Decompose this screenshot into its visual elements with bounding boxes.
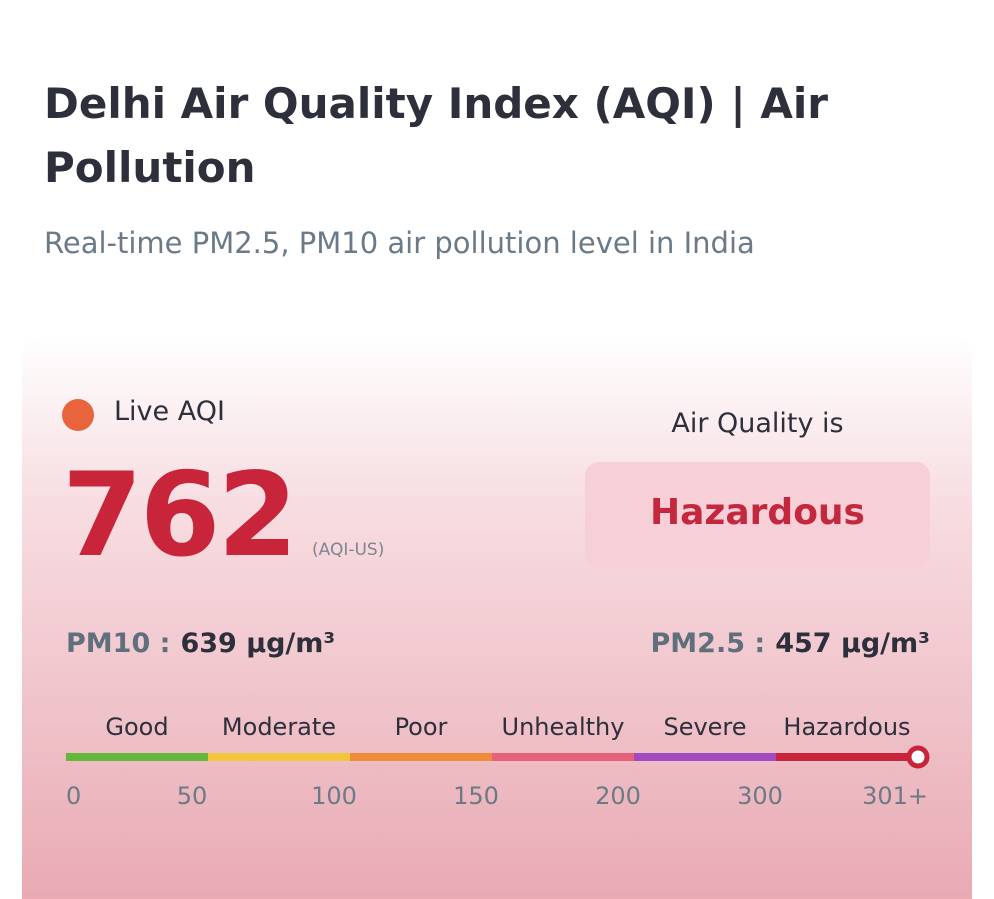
live-label: Live AQI: [114, 396, 225, 427]
level-label: Unhealthy: [502, 713, 625, 741]
aqi-scale: Good Moderate Poor Unhealthy Severe Hazardous…: [66, 713, 930, 810]
tick-label: 0: [66, 782, 81, 810]
tick-label: 100: [311, 782, 357, 810]
level-label: Moderate: [222, 713, 336, 741]
level-label: Poor: [395, 713, 448, 741]
aqi-card: [22, 335, 972, 899]
page-subtitle: Real-time PM2.5, PM10 air pollution leve…: [44, 226, 755, 260]
page-title: Delhi Air Quality Index (AQI) | Air Poll…: [44, 79, 828, 192]
pm10-label: PM10 :: [66, 628, 171, 659]
level-label: Severe: [663, 713, 746, 741]
pm25-label: PM2.5 :: [650, 628, 766, 659]
tick-label: 300: [737, 782, 783, 810]
pm25-value: 457: [775, 628, 832, 659]
pm10-value: 639: [180, 628, 237, 659]
pm25: PM2.5 : 457 µg/m³: [651, 628, 930, 659]
pm10: PM10 : 639 µg/m³: [66, 628, 335, 659]
live-dot: [62, 399, 94, 431]
level-label: Good: [105, 713, 168, 741]
status-box: [585, 462, 930, 568]
level-label: Hazardous: [783, 713, 910, 741]
tick-label: 200: [595, 782, 641, 810]
status: Hazardous: [650, 492, 865, 533]
pm25-unit: µg/m³: [840, 628, 930, 659]
aqi-value: 762: [62, 448, 298, 583]
aqi-unit: (AQI-US): [312, 540, 385, 560]
current-marker: [906, 745, 930, 769]
tick-label: 301+: [862, 782, 928, 810]
status-label: Air Quality is: [671, 408, 844, 439]
pm10-unit: µg/m³: [246, 628, 336, 659]
tick-label: 150: [453, 782, 499, 810]
tick-label: 50: [177, 782, 208, 810]
